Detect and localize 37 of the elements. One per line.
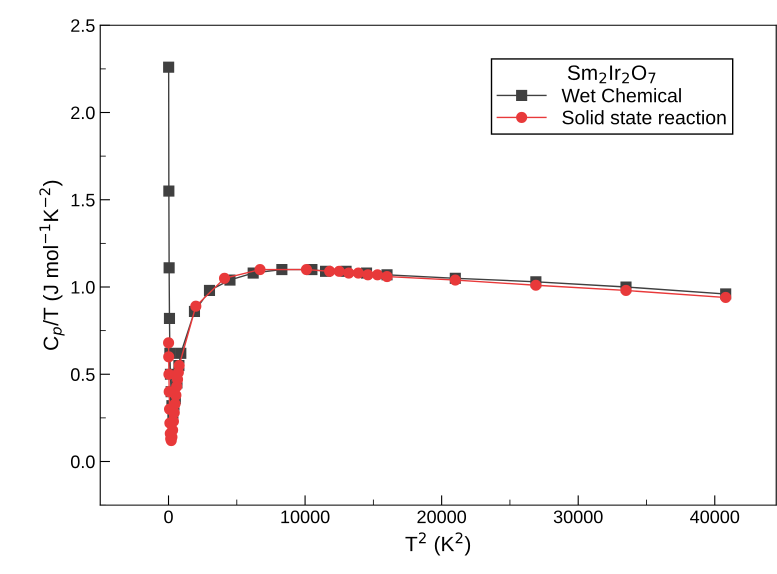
- point: [300, 264, 312, 276]
- y-tick-label: 1.0: [72, 280, 95, 294]
- point: [276, 264, 288, 276]
- point: [620, 284, 632, 296]
- x-tick-label: 0: [164, 510, 173, 524]
- y-axis-title: C$_{p}$/T (J mol$^{−1}$K$^{−2}$): [39, 180, 65, 350]
- point: [164, 262, 175, 274]
- point: [334, 266, 345, 277]
- point: [163, 351, 174, 362]
- point: [372, 269, 384, 280]
- legend-label: Wet Chemical: [562, 88, 681, 102]
- point: [720, 292, 732, 304]
- point: [163, 337, 174, 348]
- point: [352, 267, 364, 279]
- legend-label: Solid state reaction: [562, 110, 726, 124]
- point: [163, 62, 174, 73]
- point: [190, 300, 202, 312]
- y-tick-label: 0.0: [70, 455, 95, 468]
- x-tick-label: 30000: [554, 510, 603, 524]
- y-tick-label: 1.5: [72, 194, 95, 206]
- point: [343, 267, 354, 279]
- point: [324, 266, 336, 277]
- point: [163, 185, 174, 197]
- point: [254, 264, 266, 276]
- point: [170, 390, 182, 401]
- point: [170, 398, 181, 410]
- y-tick-label: 2.0: [71, 106, 95, 120]
- y-tick-label: 0.5: [70, 368, 95, 381]
- x-tick-label: 10000: [281, 510, 330, 524]
- x-tick-label: 20000: [417, 510, 466, 524]
- y-tick-label: 2.5: [71, 19, 95, 32]
- point: [530, 280, 542, 291]
- point: [218, 272, 230, 284]
- x-tick-label: 40000: [690, 510, 740, 524]
- x-axis-title: T$^{2}$ (K$^{2}$): [405, 532, 470, 556]
- legend-title: Sm$_{2}$Ir$_{2}$O$_{7}$: [568, 65, 656, 84]
- point: [164, 312, 176, 324]
